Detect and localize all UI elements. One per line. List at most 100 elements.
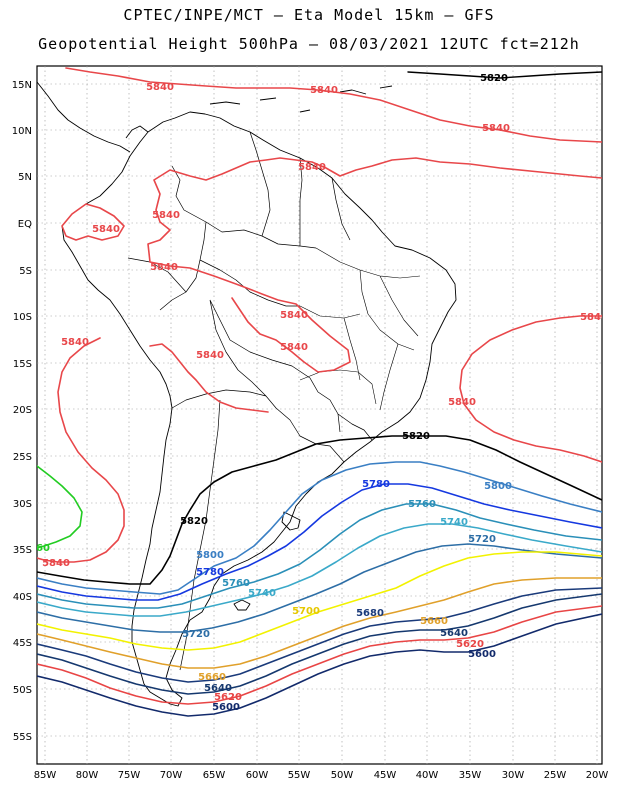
contour-label-5800: 5800 <box>196 550 224 561</box>
lat-tick-label: 30S <box>13 499 32 510</box>
lon-tick-label: 40W <box>416 770 439 781</box>
lat-tick-label: 5N <box>18 172 32 183</box>
lon-tick-label: 45W <box>374 770 397 781</box>
contour-label-5840: 5840 <box>146 82 174 93</box>
contour-label-5860: 60 <box>36 543 50 554</box>
contour-label-5740: 5740 <box>440 517 468 528</box>
contour-label-5600: 5600 <box>212 702 240 713</box>
contour-label-5740: 5740 <box>248 588 276 599</box>
lon-tick-label: 50W <box>331 770 354 781</box>
lon-axis: 85W 80W 75W 70W 65W 60W 55W 50W 45W 40W … <box>34 770 609 781</box>
contour-label-5840: 5840 <box>482 123 510 134</box>
contour-label-5840: 5840 <box>280 342 308 353</box>
lon-tick-label: 75W <box>118 770 141 781</box>
contour-label-5840: 5840 <box>298 162 326 173</box>
lon-tick-label: 70W <box>160 770 183 781</box>
falkland-islands <box>233 599 251 611</box>
height-contours <box>37 67 602 717</box>
contour-label-5820: 5820 <box>402 431 430 442</box>
lon-tick-label: 35W <box>459 770 482 781</box>
map-title: CPTEC/INPE/MCT – Eta Model 15km – GFS <box>123 6 495 24</box>
contour-5720 <box>37 543 602 633</box>
contour-5840-andes <box>61 203 269 413</box>
contour-5840-north <box>65 67 602 143</box>
lagoa-dos-patos <box>281 511 301 531</box>
lat-tick-label: 20S <box>13 405 32 416</box>
lat-tick-label: 50S <box>13 685 32 696</box>
lat-tick-label: 15N <box>12 80 32 91</box>
contour-label-5600: 5600 <box>468 649 496 660</box>
contour-label-5800: 5800 <box>484 481 512 492</box>
contour-5600 <box>37 613 602 717</box>
lon-tick-label: 85W <box>34 770 57 781</box>
lat-tick-label: 35S <box>13 545 32 556</box>
contour-label-5680: 5680 <box>356 608 384 619</box>
contour-5840-amazon <box>147 157 602 373</box>
contour-5660 <box>37 587 602 683</box>
lon-tick-label: 80W <box>76 770 99 781</box>
contour-label-5840: 5840 <box>152 210 180 221</box>
contour-5820-north <box>407 71 602 79</box>
contour-label-5640: 5640 <box>204 683 232 694</box>
coastlines-borders <box>37 81 457 707</box>
contour-5840-pacific <box>37 337 125 563</box>
contour-label-5820: 5820 <box>480 73 508 84</box>
central-america-coastline <box>37 81 149 153</box>
contour-label-5840: 5840 <box>42 558 70 569</box>
lon-tick-label: 25W <box>544 770 567 781</box>
contour-label-5780: 5780 <box>362 479 390 490</box>
lat-tick-label: 5S <box>19 266 32 277</box>
lat-tick-label: 10N <box>12 126 32 137</box>
contour-label-5700: 5700 <box>292 606 320 617</box>
map-frame <box>36 65 603 765</box>
lon-tick-label: 55W <box>288 770 311 781</box>
contour-label-5660: 5660 <box>198 672 226 683</box>
lat-tick-label: 40S <box>13 592 32 603</box>
contour-5620 <box>37 605 602 705</box>
contour-label-5840: 5840 <box>580 312 608 323</box>
contour-label-5640: 5640 <box>440 628 468 639</box>
lat-tick-label: 55S <box>13 732 32 743</box>
lat-tick-label: 10S <box>13 312 32 323</box>
contour-label-5840: 5840 <box>150 262 178 273</box>
contour-5860 <box>37 465 83 549</box>
contour-label-5820: 5820 <box>180 516 208 527</box>
lat-tick-label: 45S <box>13 638 32 649</box>
contour-5840-atlantic <box>459 315 602 463</box>
caribbean-islands <box>209 85 393 113</box>
lon-tick-label: 65W <box>203 770 226 781</box>
contour-label-5840: 5840 <box>448 397 476 408</box>
contour-labels: 5840 5840 5840 5840 5840 5840 5840 5840 … <box>36 73 608 713</box>
contour-label-5840: 5840 <box>196 350 224 361</box>
contour-label-5620: 5620 <box>214 692 242 703</box>
contour-5780 <box>37 483 602 601</box>
contour-5700 <box>37 551 602 651</box>
lat-tick-label: 25S <box>13 452 32 463</box>
lat-axis: 15N 10N 5N EQ 5S 10S 15S 20S 25S 30S 35S… <box>12 80 32 743</box>
lon-tick-label: 20W <box>586 770 609 781</box>
contour-label-5840: 5840 <box>280 310 308 321</box>
contour-5800 <box>37 461 602 595</box>
contour-5680 <box>37 577 602 669</box>
contour-label-5720: 5720 <box>182 629 210 640</box>
contour-label-5760: 5760 <box>222 578 250 589</box>
contour-label-5840: 5840 <box>61 337 89 348</box>
contour-label-5840: 5840 <box>310 85 338 96</box>
brazil-state-borders <box>299 247 421 411</box>
contour-label-5620: 5620 <box>456 639 484 650</box>
contour-5760 <box>37 503 602 609</box>
lon-tick-label: 60W <box>246 770 269 781</box>
contour-5740 <box>37 523 602 617</box>
lat-tick-label: EQ <box>18 219 32 230</box>
contour-5640 <box>37 593 602 695</box>
contour-label-5720: 5720 <box>468 534 496 545</box>
map-subtitle: Geopotential Height 500hPa – 08/03/2021 … <box>38 35 580 53</box>
country-borders <box>127 131 373 671</box>
contour-label-5840: 5840 <box>92 224 120 235</box>
south-america-coastline <box>61 111 457 707</box>
lat-tick-label: 15S <box>13 359 32 370</box>
contour-label-5760: 5760 <box>408 499 436 510</box>
lon-tick-label: 30W <box>502 770 525 781</box>
